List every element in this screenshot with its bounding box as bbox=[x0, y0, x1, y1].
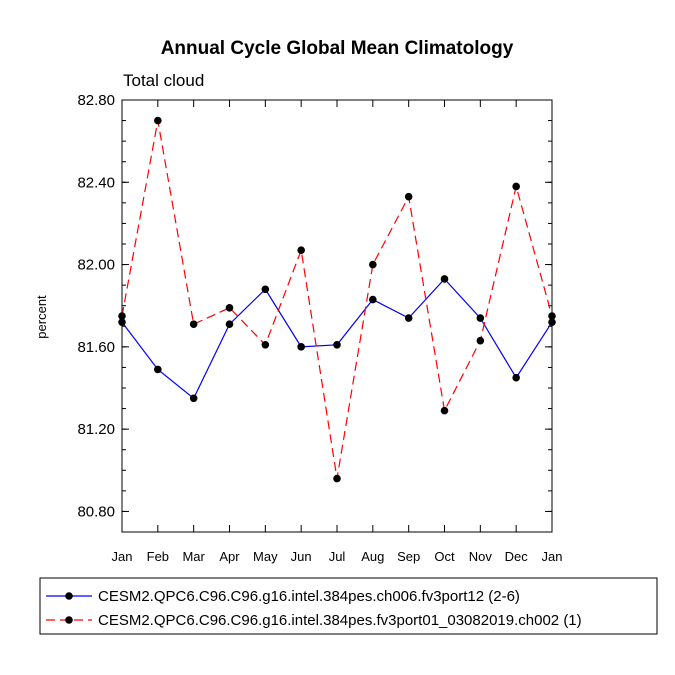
x-tick-label: Nov bbox=[469, 549, 493, 564]
x-tick-label: Apr bbox=[219, 549, 240, 564]
legend-label: CESM2.QPC6.C96.C96.g16.intel.384pes.fv3p… bbox=[98, 612, 582, 629]
data-point bbox=[548, 318, 556, 326]
data-point bbox=[440, 406, 449, 415]
data-point bbox=[225, 303, 234, 312]
data-point bbox=[440, 275, 449, 283]
y-axis-label: percent bbox=[34, 295, 49, 339]
data-point bbox=[512, 182, 520, 191]
data-point bbox=[548, 312, 556, 320]
data-point bbox=[476, 314, 485, 322]
x-tick-label: Aug bbox=[361, 549, 384, 564]
x-tick-label: Jan bbox=[542, 549, 563, 564]
data-point bbox=[369, 260, 377, 269]
data-point bbox=[476, 336, 485, 345]
legend: CESM2.QPC6.C96.C96.g16.intel.384pes.ch00… bbox=[46, 588, 582, 629]
y-tick-label: 82.80 bbox=[77, 92, 115, 109]
data-point bbox=[512, 373, 520, 382]
data-point bbox=[404, 192, 413, 201]
plot-frame bbox=[121, 99, 553, 533]
data-point bbox=[118, 312, 126, 320]
y-tick-label: 80.80 bbox=[77, 503, 115, 520]
chart-title: Annual Cycle Global Mean Climatology bbox=[161, 38, 514, 59]
x-tick-label: Sep bbox=[397, 549, 420, 564]
data-point bbox=[261, 285, 270, 294]
x-tick-label: Dec bbox=[505, 549, 529, 564]
y-tick-label: 82.00 bbox=[77, 257, 115, 274]
data-point bbox=[333, 341, 341, 349]
legend-label: CESM2.QPC6.C96.C96.g16.intel.384pes.ch00… bbox=[98, 588, 520, 605]
data-point bbox=[189, 320, 198, 329]
data-point bbox=[225, 320, 234, 329]
y-tick-label: 81.60 bbox=[77, 339, 115, 356]
chart-subtitle: Total cloud bbox=[123, 71, 204, 90]
data-point bbox=[154, 116, 162, 125]
x-tick-label: Mar bbox=[182, 549, 205, 564]
legend-marker bbox=[65, 616, 73, 624]
y-tick-label: 82.40 bbox=[77, 174, 115, 191]
data-point bbox=[154, 365, 162, 374]
x-tick-label: Feb bbox=[147, 549, 169, 564]
data-point bbox=[261, 341, 270, 349]
data-point bbox=[369, 295, 377, 304]
y-tick-label: 81.20 bbox=[77, 421, 115, 438]
data-point bbox=[118, 318, 126, 326]
axis-ticks: 80.80 81.20 81.60 82.00 82.40 82.80 Jan Feb Mar A… bbox=[77, 92, 562, 564]
data-point bbox=[189, 394, 198, 403]
x-tick-label: Oct bbox=[434, 549, 455, 564]
series-line bbox=[121, 278, 553, 400]
x-tick-label: May bbox=[253, 549, 278, 564]
data-point bbox=[297, 343, 305, 351]
legend-box bbox=[39, 577, 658, 635]
data-point bbox=[333, 474, 341, 483]
series-layer bbox=[118, 116, 556, 483]
data-point bbox=[297, 246, 305, 254]
legend-marker bbox=[65, 592, 73, 600]
x-tick-label: Jul bbox=[329, 549, 346, 564]
data-point bbox=[404, 314, 413, 322]
series-line bbox=[121, 120, 553, 479]
x-tick-label: Jun bbox=[291, 549, 312, 564]
x-tick-label: Jan bbox=[112, 549, 133, 564]
